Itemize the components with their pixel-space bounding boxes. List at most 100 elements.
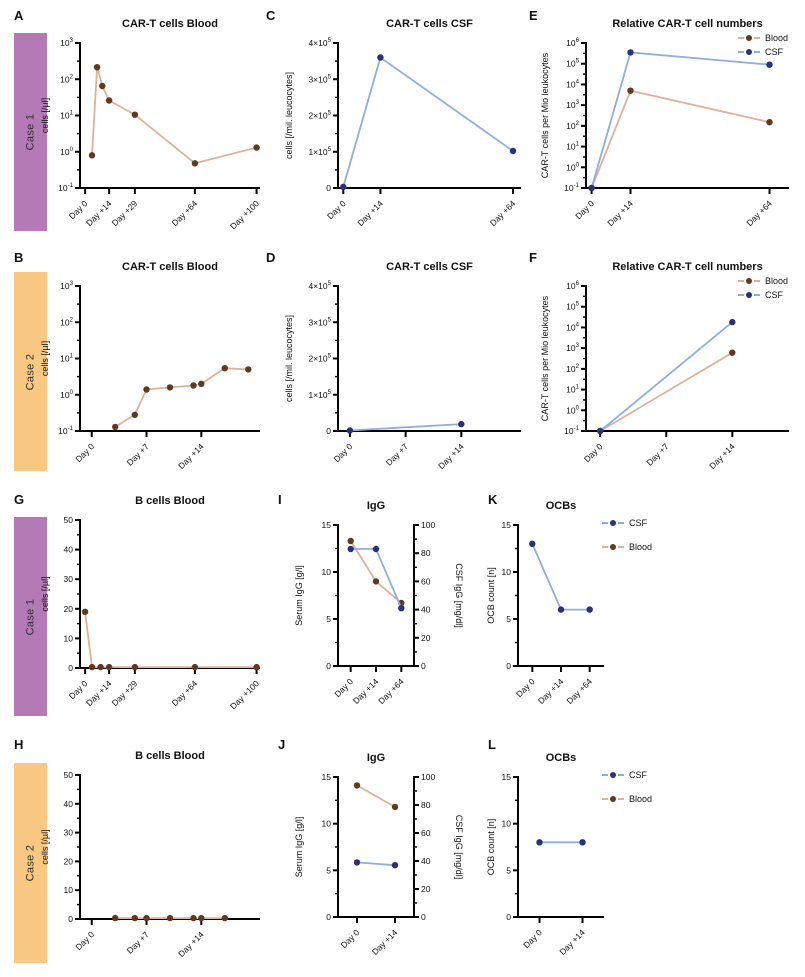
- data-point: [81, 608, 89, 615]
- panel-f-chart: Relative CAR-T cell numbers 106 105 104 103 1…: [540, 261, 789, 471]
- y-tick-label: 5: [506, 865, 511, 875]
- y-tick-label: 30: [64, 828, 74, 838]
- chart-title: IgG: [367, 752, 385, 764]
- data-point: [131, 663, 139, 671]
- y-axis-label: cells [/mil. leucocytes]: [284, 72, 294, 159]
- x-tick-label: Day 0: [73, 441, 96, 464]
- x-tick-label: Day 0: [73, 929, 96, 952]
- legend-marker: [746, 49, 752, 55]
- y2-tick-label: 100: [421, 520, 435, 530]
- y2-tick-label: 80: [421, 548, 431, 558]
- series-blood: [597, 349, 736, 435]
- chart-title: OCBs: [546, 500, 577, 512]
- chart-title: IgG: [367, 500, 385, 512]
- data-point: [105, 97, 113, 104]
- case-label: Case 2: [24, 844, 37, 882]
- y-tick-label: 101: [566, 384, 579, 395]
- y-tick-label: 3×105: [308, 316, 331, 327]
- panel-b-chart: CAR-T cells Blood 103 102 101 100 10-1 cells […: [40, 261, 260, 471]
- y2-tick-label: 40: [421, 856, 431, 866]
- data-point: [458, 420, 465, 428]
- y-tick-label: 0: [326, 912, 331, 922]
- data-point: [253, 663, 260, 671]
- legend: CSF Blood: [602, 518, 652, 552]
- legend-label: CSF: [629, 518, 648, 528]
- series-blood: [81, 608, 260, 671]
- data-point: [221, 365, 228, 372]
- y-tick-label: 100: [566, 404, 579, 415]
- y-tick-label: 101: [60, 353, 73, 364]
- panel-d-chart: CAR-T cells CSF 4×105 3×105 2×105 1×105 0 cell…: [284, 261, 521, 471]
- data-point: [221, 914, 228, 922]
- panel-letter-i: I: [278, 492, 282, 507]
- y-axis-label: cells [/mil. leucocytes]: [284, 315, 294, 402]
- data-point: [131, 111, 139, 118]
- data-point: [190, 914, 197, 922]
- series-blood: [112, 365, 252, 431]
- data-point: [346, 427, 354, 434]
- y-tick-label: 10-1: [58, 182, 74, 193]
- legend-marker: [610, 544, 616, 550]
- legend-marker: [746, 35, 752, 41]
- y-tick-label: 102: [566, 120, 579, 131]
- y-tick-label: 1×105: [308, 146, 331, 157]
- legend-marker: [746, 278, 752, 284]
- panel-a-chart: CAR-T cells Blood 103 102 101 100 10-1 cells […: [40, 18, 261, 231]
- chart-title: Relative CAR-T cell numbers: [612, 18, 762, 30]
- legend-label: CSF: [629, 770, 648, 780]
- x-tick-label: Day 0: [582, 441, 605, 464]
- y-tick-label: 100: [60, 389, 73, 400]
- y-tick-label: 50: [64, 515, 74, 525]
- y2-tick-label: 80: [421, 800, 431, 810]
- data-point: [253, 144, 260, 151]
- series-csf: [353, 859, 399, 869]
- data-point: [391, 862, 399, 869]
- y-tick-label: 50: [64, 770, 74, 780]
- case-label: Case 1: [24, 113, 37, 151]
- y-tick-label: 101: [566, 141, 579, 152]
- chart-title: B cells Blood: [135, 750, 205, 762]
- series-blood: [112, 914, 228, 922]
- data-point: [143, 386, 150, 393]
- legend-label: Blood: [765, 276, 788, 286]
- y-tick-label: 5: [326, 614, 331, 624]
- case-label: Case 2: [24, 353, 37, 390]
- x-tick-label: Day +14: [557, 927, 587, 957]
- y-tick-label: 10: [502, 819, 512, 829]
- panel-letter-l: L: [488, 737, 496, 752]
- y-tick-label: 15: [322, 772, 332, 782]
- panel-i-chart: IgG 15 10 5 0 Serum IgG [g/l] 100 80 60 40 20 0 CSF …: [294, 500, 464, 706]
- y-tick-label: 103: [566, 342, 579, 353]
- x-tick-label: Day 0: [521, 927, 544, 950]
- y-tick-label: 106: [566, 280, 579, 291]
- series-blood: [353, 782, 399, 811]
- panel-letter-d: D: [266, 250, 276, 265]
- y-tick-label: 10: [322, 567, 332, 577]
- data-point: [627, 87, 634, 94]
- series-csf: [597, 318, 736, 435]
- panel-letter-k: K: [488, 492, 498, 507]
- series-line: [356, 784, 396, 808]
- y-tick-label: 105: [566, 58, 579, 69]
- case-bar-row-4: Case 2: [14, 763, 47, 963]
- series-csf: [588, 49, 773, 192]
- legend: CSF Blood: [602, 770, 652, 804]
- y2-tick-label: 0: [421, 912, 426, 922]
- x-tick-label: Day +14: [436, 441, 466, 471]
- series-csf: [346, 420, 465, 434]
- y-tick-label: 5: [506, 614, 511, 624]
- x-tick-label: Day +14: [176, 929, 206, 959]
- data-point: [97, 663, 104, 671]
- chart-title: CAR-T cells Blood: [122, 18, 218, 30]
- legend-marker: [610, 520, 616, 526]
- series-csf: [536, 839, 586, 846]
- y-tick-label: 102: [60, 73, 73, 84]
- panel-letter-c: C: [266, 8, 276, 23]
- data-point: [131, 411, 138, 418]
- x-tick-label: Day 0: [339, 927, 362, 950]
- legend-marker: [610, 796, 616, 802]
- data-point: [166, 914, 174, 922]
- panel-letter-e: E: [529, 8, 538, 23]
- y2-tick-label: 40: [421, 605, 431, 615]
